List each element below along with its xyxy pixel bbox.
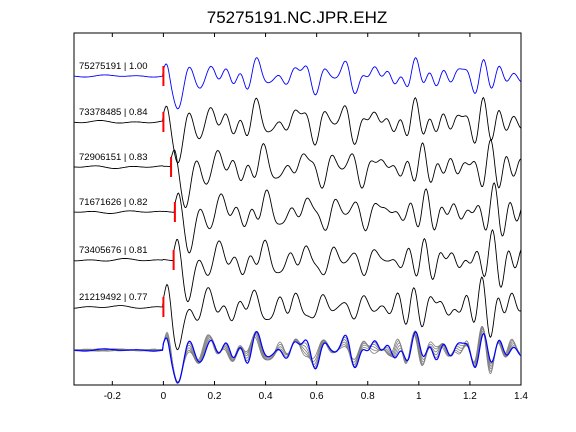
trace-label-2: 73378485 | 0.84 (79, 107, 148, 118)
picks-group (162, 66, 176, 317)
trace-label-1: 75275191 | 1.00 (79, 61, 148, 72)
x-tick-label: 0.6 (310, 391, 324, 402)
trace-1 (73, 57, 522, 110)
traces-group (73, 57, 522, 351)
x-tick-label: -0.2 (104, 391, 122, 402)
stack-trace-1 (73, 330, 522, 384)
trace-label-5: 73405676 | 0.81 (79, 245, 148, 256)
trace-label-3: 72906151 | 0.83 (79, 152, 148, 163)
trace-3 (74, 138, 522, 209)
chart-title: 75275191.NC.JPR.EHZ (207, 8, 387, 27)
x-tick-label: 0 (161, 391, 167, 402)
x-tick-label: 0.8 (361, 391, 375, 402)
trace-labels: 75275191 | 1.00 73378485 | 0.84 72906151 |… (79, 61, 148, 303)
x-tick-label: 0.4 (259, 391, 273, 402)
x-tick-label: 1 (416, 391, 422, 402)
x-tick-label: 1.2 (463, 391, 477, 402)
trace-5 (74, 229, 522, 303)
stack-group (73, 325, 522, 384)
trace-label-6: 21219492 | 0.77 (79, 292, 148, 303)
x-tick-label: 0.2 (208, 391, 222, 402)
trace-label-4: 71671626 | 0.82 (79, 197, 148, 208)
trace-6 (73, 276, 522, 351)
plot-area (73, 32, 522, 386)
trace-2 (74, 96, 522, 164)
x-tick-label: 1.4 (514, 391, 528, 402)
trace-4 (74, 182, 522, 254)
x-axis: -0.2 0 0.2 0.4 0.6 0.8 1 1.2 1.4 (104, 33, 528, 402)
